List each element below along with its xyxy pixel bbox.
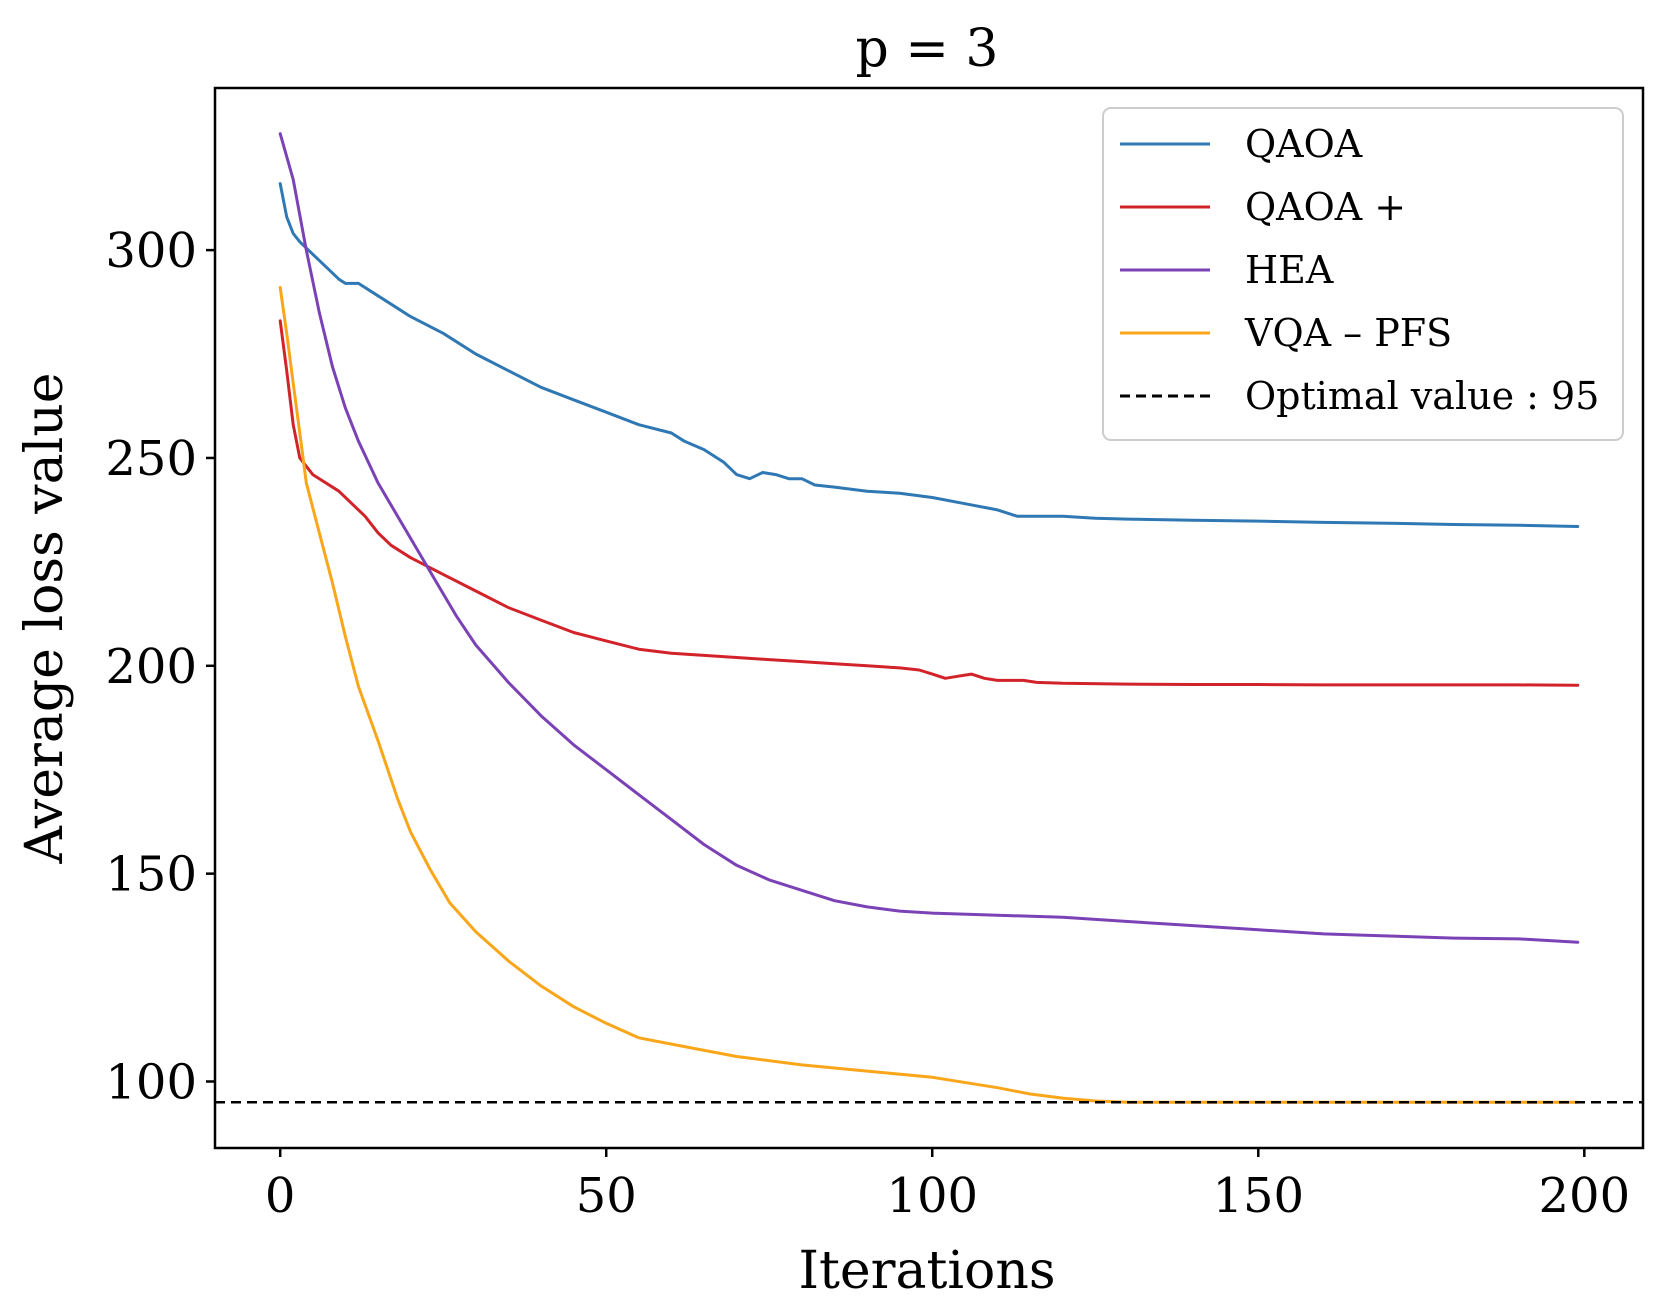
legend-label-vqa-pfs: VQA – PFS	[1244, 311, 1452, 355]
x-tick-label: 200	[1539, 1168, 1631, 1224]
series-line-hea	[278, 132, 1580, 944]
series-line-qaoa	[278, 182, 1580, 528]
legend-label-qaoa: QAOA +	[1245, 185, 1406, 229]
y-tick-label: 100	[105, 1054, 197, 1110]
y-axis-ticks: 100 150 200 250 300	[105, 223, 215, 1110]
legend-label-qaoa: QAOA	[1245, 122, 1363, 166]
series-line-qaoa	[278, 319, 1580, 687]
chart-title: p = 3	[856, 19, 999, 79]
y-tick-label: 150	[105, 847, 197, 903]
x-axis-label: Iterations	[798, 1241, 1055, 1301]
x-tick-label: 0	[265, 1168, 296, 1224]
plot-area-frame	[213, 86, 1645, 1150]
legend-label-optimal-value-95: Optimal value : 95	[1245, 374, 1599, 418]
series-line-vqa-pfs	[278, 286, 1580, 1104]
y-tick-label: 200	[105, 639, 197, 695]
x-tick-label: 100	[886, 1168, 978, 1224]
series-layer	[215, 132, 1643, 1104]
y-tick-label: 300	[105, 223, 197, 279]
legend-box	[1102, 107, 1624, 441]
y-axis-label: Average loss value	[15, 372, 75, 864]
x-tick-label: 50	[576, 1168, 637, 1224]
x-tick-label: 150	[1212, 1168, 1304, 1224]
y-tick-label: 250	[105, 431, 197, 487]
legend: QAOA QAOA + HEA VQA – PFS Optimal value : 95	[1102, 107, 1624, 441]
legend-label-hea: HEA	[1245, 248, 1334, 292]
x-axis-ticks: 0 50 100 150 200	[265, 1148, 1630, 1224]
